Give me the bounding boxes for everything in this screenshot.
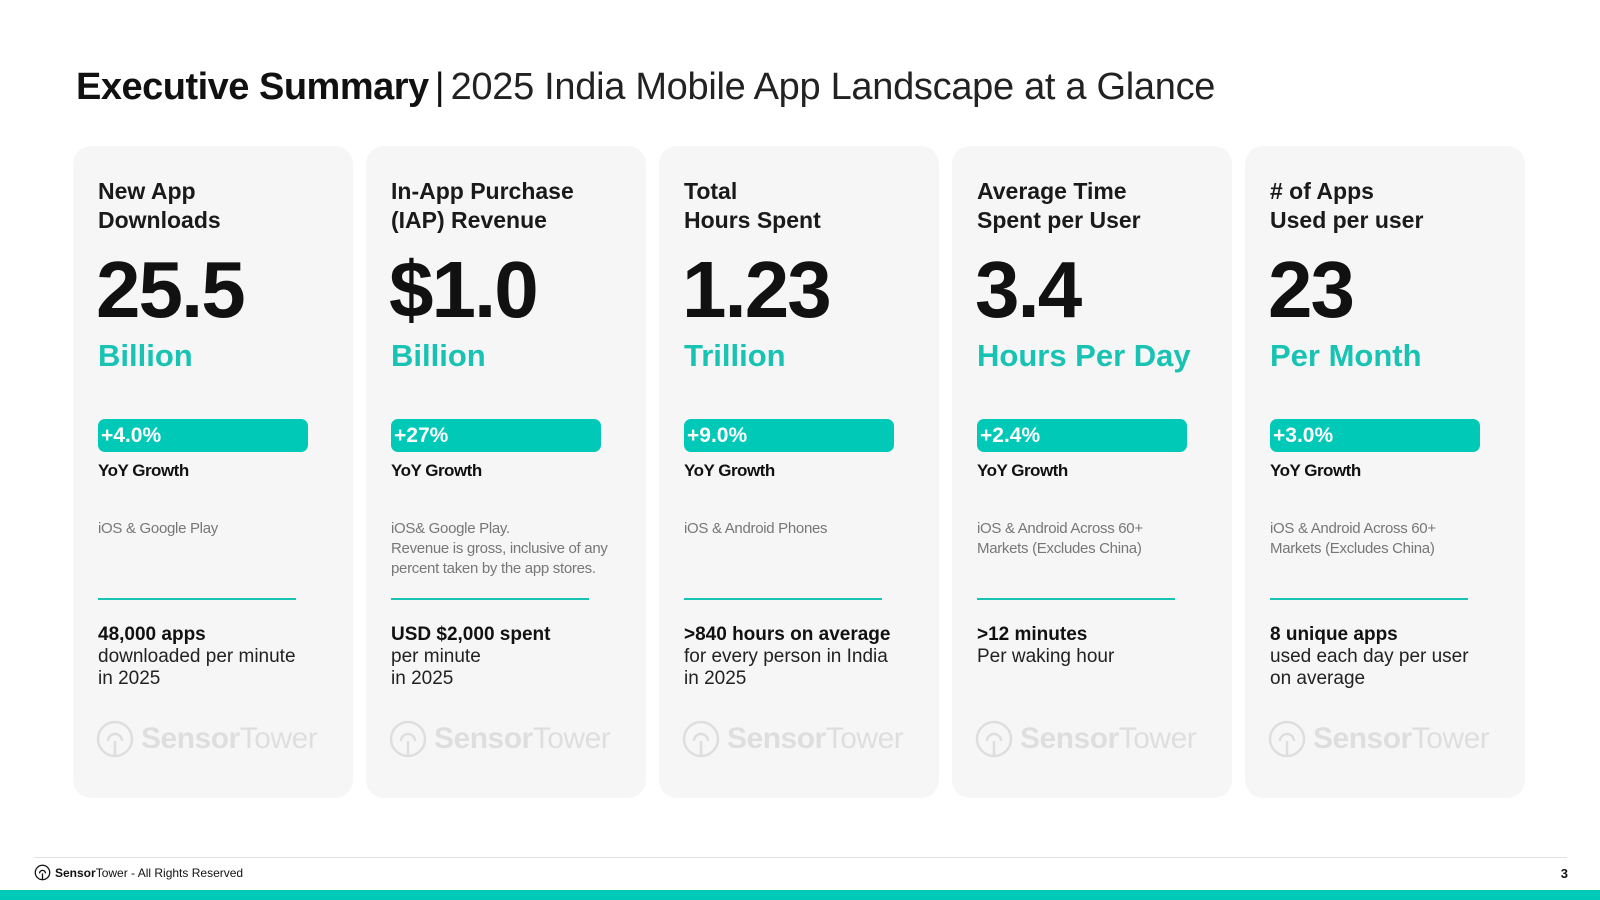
watermark-text: SensorTower (1313, 722, 1490, 755)
footer: SensorTower - All Rights Reserved (34, 864, 243, 881)
watermark-text: SensorTower (434, 722, 611, 755)
fact-detail: per minute in 2025 (391, 646, 481, 689)
card-value: 1.23 (682, 245, 832, 334)
card-note: iOS & Android Across 60+ Markets (Exclud… (977, 520, 1143, 557)
card-heading: Total Hours Spent (684, 178, 821, 233)
growth-label: YoY Growth (977, 461, 1068, 480)
watermark: SensorTower (388, 719, 611, 759)
page-number: 3 (1560, 866, 1568, 881)
card-heading: Average Time Spent per User (977, 178, 1141, 233)
watermark: SensorTower (1267, 719, 1490, 759)
sensor-tower-logo-icon (34, 864, 51, 881)
kpi-card-iap-revenue: In-App Purchase (IAP) Revenue $1.0 Billi… (366, 146, 646, 798)
card-divider (98, 598, 296, 600)
title-separator: | (434, 66, 445, 108)
card-note: iOS & Android Across 60+ Markets (Exclud… (1270, 520, 1436, 557)
growth-label: YoY Growth (391, 461, 482, 480)
watermark-text: SensorTower (141, 722, 318, 755)
card-value: $1.0 (389, 245, 539, 334)
sensor-tower-logo-icon (682, 720, 720, 758)
card-note: iOS & Android Phones (684, 520, 828, 537)
card-divider (1270, 598, 1468, 600)
sensor-tower-logo-icon (975, 720, 1013, 758)
card-divider (391, 598, 589, 600)
kpi-card-time-per-user: Average Time Spent per User 3.4 Hours Pe… (952, 146, 1232, 798)
card-unit: Trillion (684, 338, 786, 373)
growth-badge: +27% (391, 419, 601, 452)
growth-label: YoY Growth (98, 461, 189, 480)
kpi-card-hours-spent: Total Hours Spent 1.23 Trillion +9.0% Yo… (659, 146, 939, 798)
fact-detail: used each day per user on average (1270, 646, 1469, 689)
card-heading: New App Downloads (98, 178, 221, 233)
growth-badge: +4.0% (98, 419, 308, 452)
watermark-text: SensorTower (727, 722, 904, 755)
watermark: SensorTower (681, 719, 904, 759)
growth-badge: +2.4% (977, 419, 1187, 452)
card-value: 23 (1268, 245, 1355, 334)
card-unit: Billion (391, 338, 486, 373)
card-divider (977, 598, 1175, 600)
page-title-subtitle: 2025 India Mobile App Landscape at a Gla… (450, 66, 1216, 108)
card-unit: Per Month (1270, 338, 1422, 373)
sensor-tower-logo-icon (96, 720, 134, 758)
watermark: SensorTower (974, 719, 1197, 759)
bottom-accent-bar (0, 890, 1600, 900)
card-unit: Hours Per Day (977, 338, 1191, 373)
card-note: iOS & Google Play (98, 520, 218, 537)
growth-badge: +9.0% (684, 419, 894, 452)
card-heading: In-App Purchase (IAP) Revenue (391, 178, 574, 233)
fact-detail: Per waking hour (977, 646, 1115, 667)
footer-brand: SensorTower - All Rights Reserved (55, 865, 244, 880)
growth-label: YoY Growth (684, 461, 775, 480)
fact-highlight: >12 minutes (977, 624, 1088, 645)
fact-highlight: >840 hours on average (684, 624, 891, 645)
sensor-tower-logo-icon (389, 720, 427, 758)
card-heading: # of Apps Used per user (1270, 178, 1424, 233)
card-value: 25.5 (96, 245, 246, 334)
kpi-card-apps-used: # of Apps Used per user 23 Per Month +3.… (1245, 146, 1525, 798)
fact-detail: for every person in India in 2025 (684, 646, 888, 689)
kpi-card-downloads: New App Downloads 25.5 Billion +4.0% YoY… (73, 146, 353, 798)
card-divider (684, 598, 882, 600)
card-unit: Billion (98, 338, 193, 373)
growth-label: YoY Growth (1270, 461, 1361, 480)
page-title: Executive Summary | 2025 India Mobile App … (76, 62, 1215, 112)
fact-highlight: 8 unique apps (1270, 624, 1398, 645)
footer-divider (34, 857, 1567, 858)
sensor-tower-logo-icon (1268, 720, 1306, 758)
fact-highlight: 48,000 apps (98, 624, 206, 645)
kpi-cards: New App Downloads 25.5 Billion +4.0% YoY… (73, 146, 1525, 798)
page-title-bold: Executive Summary (76, 66, 429, 108)
watermark-text: SensorTower (1020, 722, 1197, 755)
card-note: iOS& Google Play. Revenue is gross, incl… (391, 520, 608, 577)
growth-badge: +3.0% (1270, 419, 1480, 452)
fact-highlight: USD $2,000 spent (391, 624, 551, 645)
fact-detail: downloaded per minute in 2025 (98, 646, 296, 689)
card-value: 3.4 (975, 245, 1082, 334)
watermark: SensorTower (95, 719, 318, 759)
